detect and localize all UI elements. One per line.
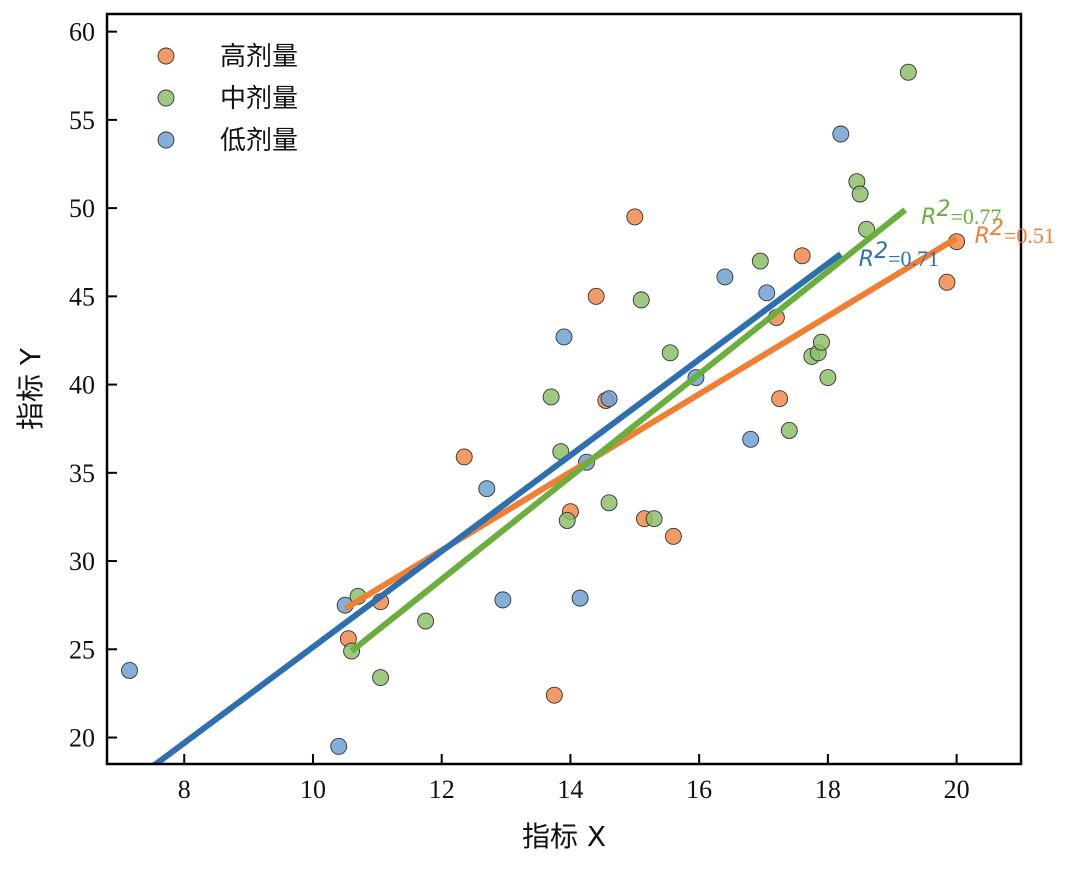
y-tick-label: 45	[69, 282, 95, 311]
legend-marker	[157, 47, 175, 65]
regression-line	[150, 251, 843, 764]
legend-label: 低剂量	[220, 126, 298, 156]
scatter-point	[600, 494, 618, 512]
scatter-point	[645, 510, 663, 528]
legend-item: 中剂量	[157, 84, 298, 114]
y-tick-label: 25	[69, 635, 95, 664]
y-tick-label: 55	[69, 106, 95, 135]
regression-line	[349, 207, 908, 654]
scatter-point	[626, 208, 644, 226]
scatter-point	[478, 480, 496, 498]
scatter-point	[780, 422, 798, 439]
scatter-point	[494, 591, 512, 609]
legend-item: 低剂量	[157, 126, 298, 156]
scatter-point	[632, 291, 650, 309]
scatter-point	[542, 388, 560, 406]
r2-label: R2=0.51	[975, 216, 1055, 249]
scatter-point	[558, 512, 576, 529]
scatter-point	[938, 273, 956, 291]
scatter-point	[372, 669, 390, 686]
plot-frame	[105, 12, 1023, 766]
scatter-point	[899, 63, 917, 81]
x-axis-title: 指标 X	[522, 820, 606, 853]
scatter-point	[851, 185, 869, 203]
legend-label: 中剂量	[220, 84, 298, 114]
series-points	[339, 208, 966, 704]
scatter-point	[455, 448, 473, 466]
x-tick-label: 10	[300, 775, 326, 804]
x-tick-label: 16	[686, 775, 712, 804]
x-tick-label: 18	[815, 775, 841, 804]
scatter-point	[813, 333, 830, 351]
scatter-point	[793, 247, 811, 265]
scatter-point	[587, 287, 605, 305]
plot-area	[121, 63, 966, 764]
scatter-point	[555, 328, 573, 346]
x-tick-label: 12	[429, 775, 455, 804]
scatter-point	[742, 430, 760, 448]
series-points	[121, 125, 850, 755]
y-tick-label: 30	[69, 547, 95, 576]
x-tick-label: 14	[557, 775, 583, 804]
scatter-point	[571, 589, 589, 607]
y-tick-label: 60	[69, 18, 95, 47]
scatter-point	[832, 125, 850, 143]
scatter-point	[819, 369, 837, 386]
scatter-point	[545, 686, 563, 704]
y-tick-label: 40	[69, 371, 95, 400]
scatter-point	[751, 252, 769, 270]
legend-marker	[157, 89, 175, 107]
legend-marker	[157, 131, 175, 149]
y-tick-label: 35	[69, 459, 95, 488]
x-tick-label: 8	[178, 775, 191, 804]
legend-label: 高剂量	[220, 42, 298, 72]
scatter-point	[417, 612, 435, 630]
legend-item: 高剂量	[157, 42, 298, 72]
scatter-point	[600, 390, 618, 408]
x-tick-label: 20	[944, 775, 970, 804]
scatter-point	[771, 390, 789, 408]
scatter-point	[716, 268, 734, 286]
scatter-point	[661, 344, 679, 362]
y-tick-label: 20	[69, 724, 95, 753]
scatter-point	[330, 737, 348, 755]
scatter-point	[121, 662, 138, 679]
axes: 8 10 12 14 16 18 20 20 25 30 35 40 45 50 55 60	[69, 18, 970, 804]
scatter-point	[758, 284, 776, 302]
y-tick-label: 50	[69, 194, 95, 223]
r2-label: R2=0.77	[921, 197, 1001, 230]
y-axis-title: 指标 Y	[14, 347, 47, 430]
r2-label: R2=0.71	[859, 239, 939, 272]
scatter-point	[664, 527, 682, 545]
